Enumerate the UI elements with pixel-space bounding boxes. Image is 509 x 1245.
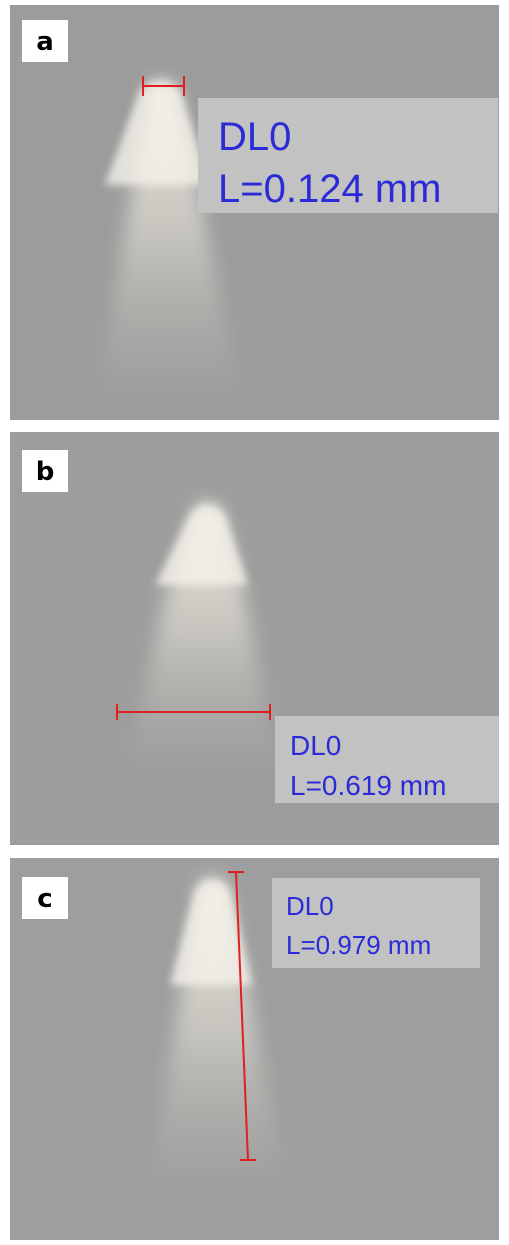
annotation-name: DL0 xyxy=(286,891,334,921)
panel-b: b DL0 L=0.619 mm xyxy=(10,432,499,845)
panel-c: c DL0 L=0.979 mm xyxy=(10,858,499,1240)
annotation-value: L=0.619 mm xyxy=(290,770,446,801)
annotation-value: L=0.124 mm xyxy=(218,167,441,211)
panel-label: b xyxy=(36,457,55,487)
panel-label: c xyxy=(37,884,52,914)
annotation-name: DL0 xyxy=(290,730,341,761)
panel-a: a DL0 L=0.124 mm xyxy=(10,5,499,420)
panel-label: a xyxy=(36,27,54,57)
annotation-name: DL0 xyxy=(218,115,291,159)
figure: a DL0 L=0.124 mm b DL0 L=0.619 mm c DL0 … xyxy=(0,0,509,1245)
annotation-value: L=0.979 mm xyxy=(286,930,431,960)
